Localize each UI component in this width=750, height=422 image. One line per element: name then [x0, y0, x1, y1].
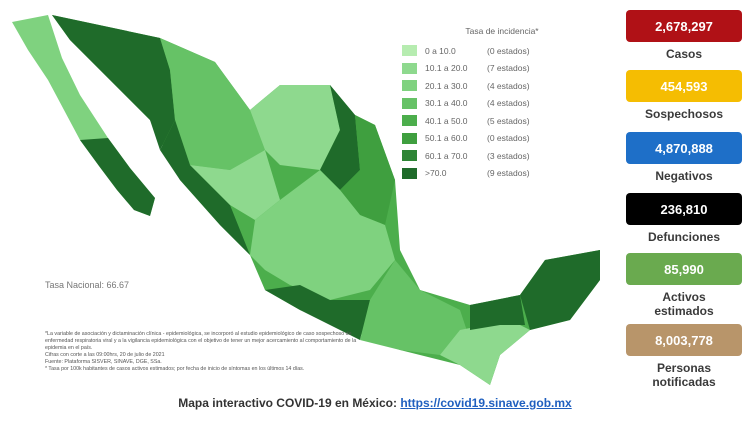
stat-label: Personas notificadas [652, 361, 716, 389]
stat-label: Activos estimados [654, 290, 714, 318]
stat: 85,990 Activos estimados [626, 253, 742, 318]
center [250, 170, 395, 300]
stat-value: 2,678,297 [626, 10, 742, 42]
legend-range: 50.1 a 60.0 [425, 133, 468, 144]
stat-label: Sospechosos [644, 107, 724, 121]
footnote: Cifras con corte a las 09:00hrs, 20 de j… [45, 352, 165, 358]
legend-count: (7 estados) [487, 63, 530, 74]
legend-swatch [402, 150, 417, 162]
tamaulipas [340, 115, 395, 225]
legend-count: (0 estados) [487, 45, 530, 56]
legend-rows: 0 a 10.0 (0 estados) 10.1 a 20.0 (7 estados… [402, 42, 562, 182]
national-rate: Tasa Nacional: 66.67 [45, 280, 130, 290]
legend-row: >70.0 (9 estados) [402, 165, 562, 183]
tabasco [470, 295, 525, 330]
legend-swatch [402, 97, 417, 109]
legend-range: 10.1 a 20.0 [425, 63, 468, 74]
legend-range: 30.1 a 40.0 [425, 98, 468, 109]
legend-title: Tasa de incidencia* [465, 26, 539, 36]
stat-value: 85,990 [626, 253, 742, 285]
footnote: * Tasa por 100k habitantes de casos acti… [45, 366, 305, 372]
footnote: Fuente: Plataforma SISVER, SINAVE, DGE, … [45, 359, 162, 365]
legend-row: 0 a 10.0 (0 estados) [402, 42, 562, 60]
oaxaca [360, 260, 470, 355]
legend-range: 0 a 10.0 [425, 45, 456, 56]
nuevo-leon [320, 85, 360, 190]
legend-range: 60.1 a 70.0 [425, 150, 468, 161]
legend-row: 20.1 a 30.0 (4 estados) [402, 77, 562, 95]
chihuahua [160, 38, 265, 170]
legend-count: (9 estados) [487, 168, 530, 179]
baja-sur [80, 138, 155, 216]
footer-link[interactable]: https://covid19.sinave.gob.mx [400, 396, 572, 410]
stat: 4,870,888 Negativos [626, 132, 742, 183]
stat-value: 454,593 [626, 70, 742, 102]
legend-row: 60.1 a 70.0 (3 estados) [402, 147, 562, 165]
legend-range: 20.1 a 30.0 [425, 80, 468, 91]
stat-value: 4,870,888 [626, 132, 742, 164]
legend-count: (0 estados) [487, 133, 530, 144]
chiapas [440, 320, 530, 385]
stat-value: 236,810 [626, 193, 742, 225]
stat: 454,593 Sospechosos [626, 70, 742, 121]
legend: Tasa de incidencia* 0 a 10.0 (0 estados) 1… [402, 26, 562, 182]
stat: 8,003,778 Personas notificadas [626, 324, 742, 389]
legend-count: (5 estados) [487, 115, 530, 126]
footer-text: Mapa interactivo COVID-19 en México: [178, 396, 397, 410]
legend-row: 30.1 a 40.0 (4 estados) [402, 95, 562, 113]
coahuila [250, 85, 340, 170]
durango [190, 150, 280, 220]
legend-range: >70.0 [425, 168, 447, 179]
stat-label: Casos [665, 47, 703, 61]
legend-swatch [402, 132, 417, 144]
mexico-map [12, 15, 600, 385]
footnotes: *La variable de asociación y dictaminaci… [45, 331, 375, 373]
stat: 2,678,297 Casos [626, 10, 742, 61]
stat-label: Negativos [655, 169, 713, 183]
yucatan [520, 250, 600, 330]
stat: 236,810 Defunciones [626, 193, 742, 244]
legend-swatch [402, 167, 417, 179]
legend-count: (4 estados) [487, 98, 530, 109]
legend-swatch [402, 80, 417, 92]
sinaloa [160, 120, 250, 255]
legend-swatch [402, 62, 417, 74]
stat-value: 8,003,778 [626, 324, 742, 356]
footer: Mapa interactivo COVID-19 en México: htt… [0, 396, 750, 410]
guerrero [265, 285, 370, 340]
sonora [52, 15, 175, 150]
legend-row: 10.1 a 20.0 (7 estados) [402, 60, 562, 78]
footnote: *La variable de asociación y dictaminaci… [45, 331, 357, 351]
legend-range: 40.1 a 50.0 [425, 115, 468, 126]
legend-swatch [402, 45, 417, 57]
stat-label: Defunciones [647, 230, 720, 244]
legend-row: 40.1 a 50.0 (5 estados) [402, 112, 562, 130]
legend-count: (3 estados) [487, 150, 530, 161]
legend-swatch [402, 115, 417, 127]
legend-count: (4 estados) [487, 80, 530, 91]
legend-row: 50.1 a 60.0 (0 estados) [402, 130, 562, 148]
